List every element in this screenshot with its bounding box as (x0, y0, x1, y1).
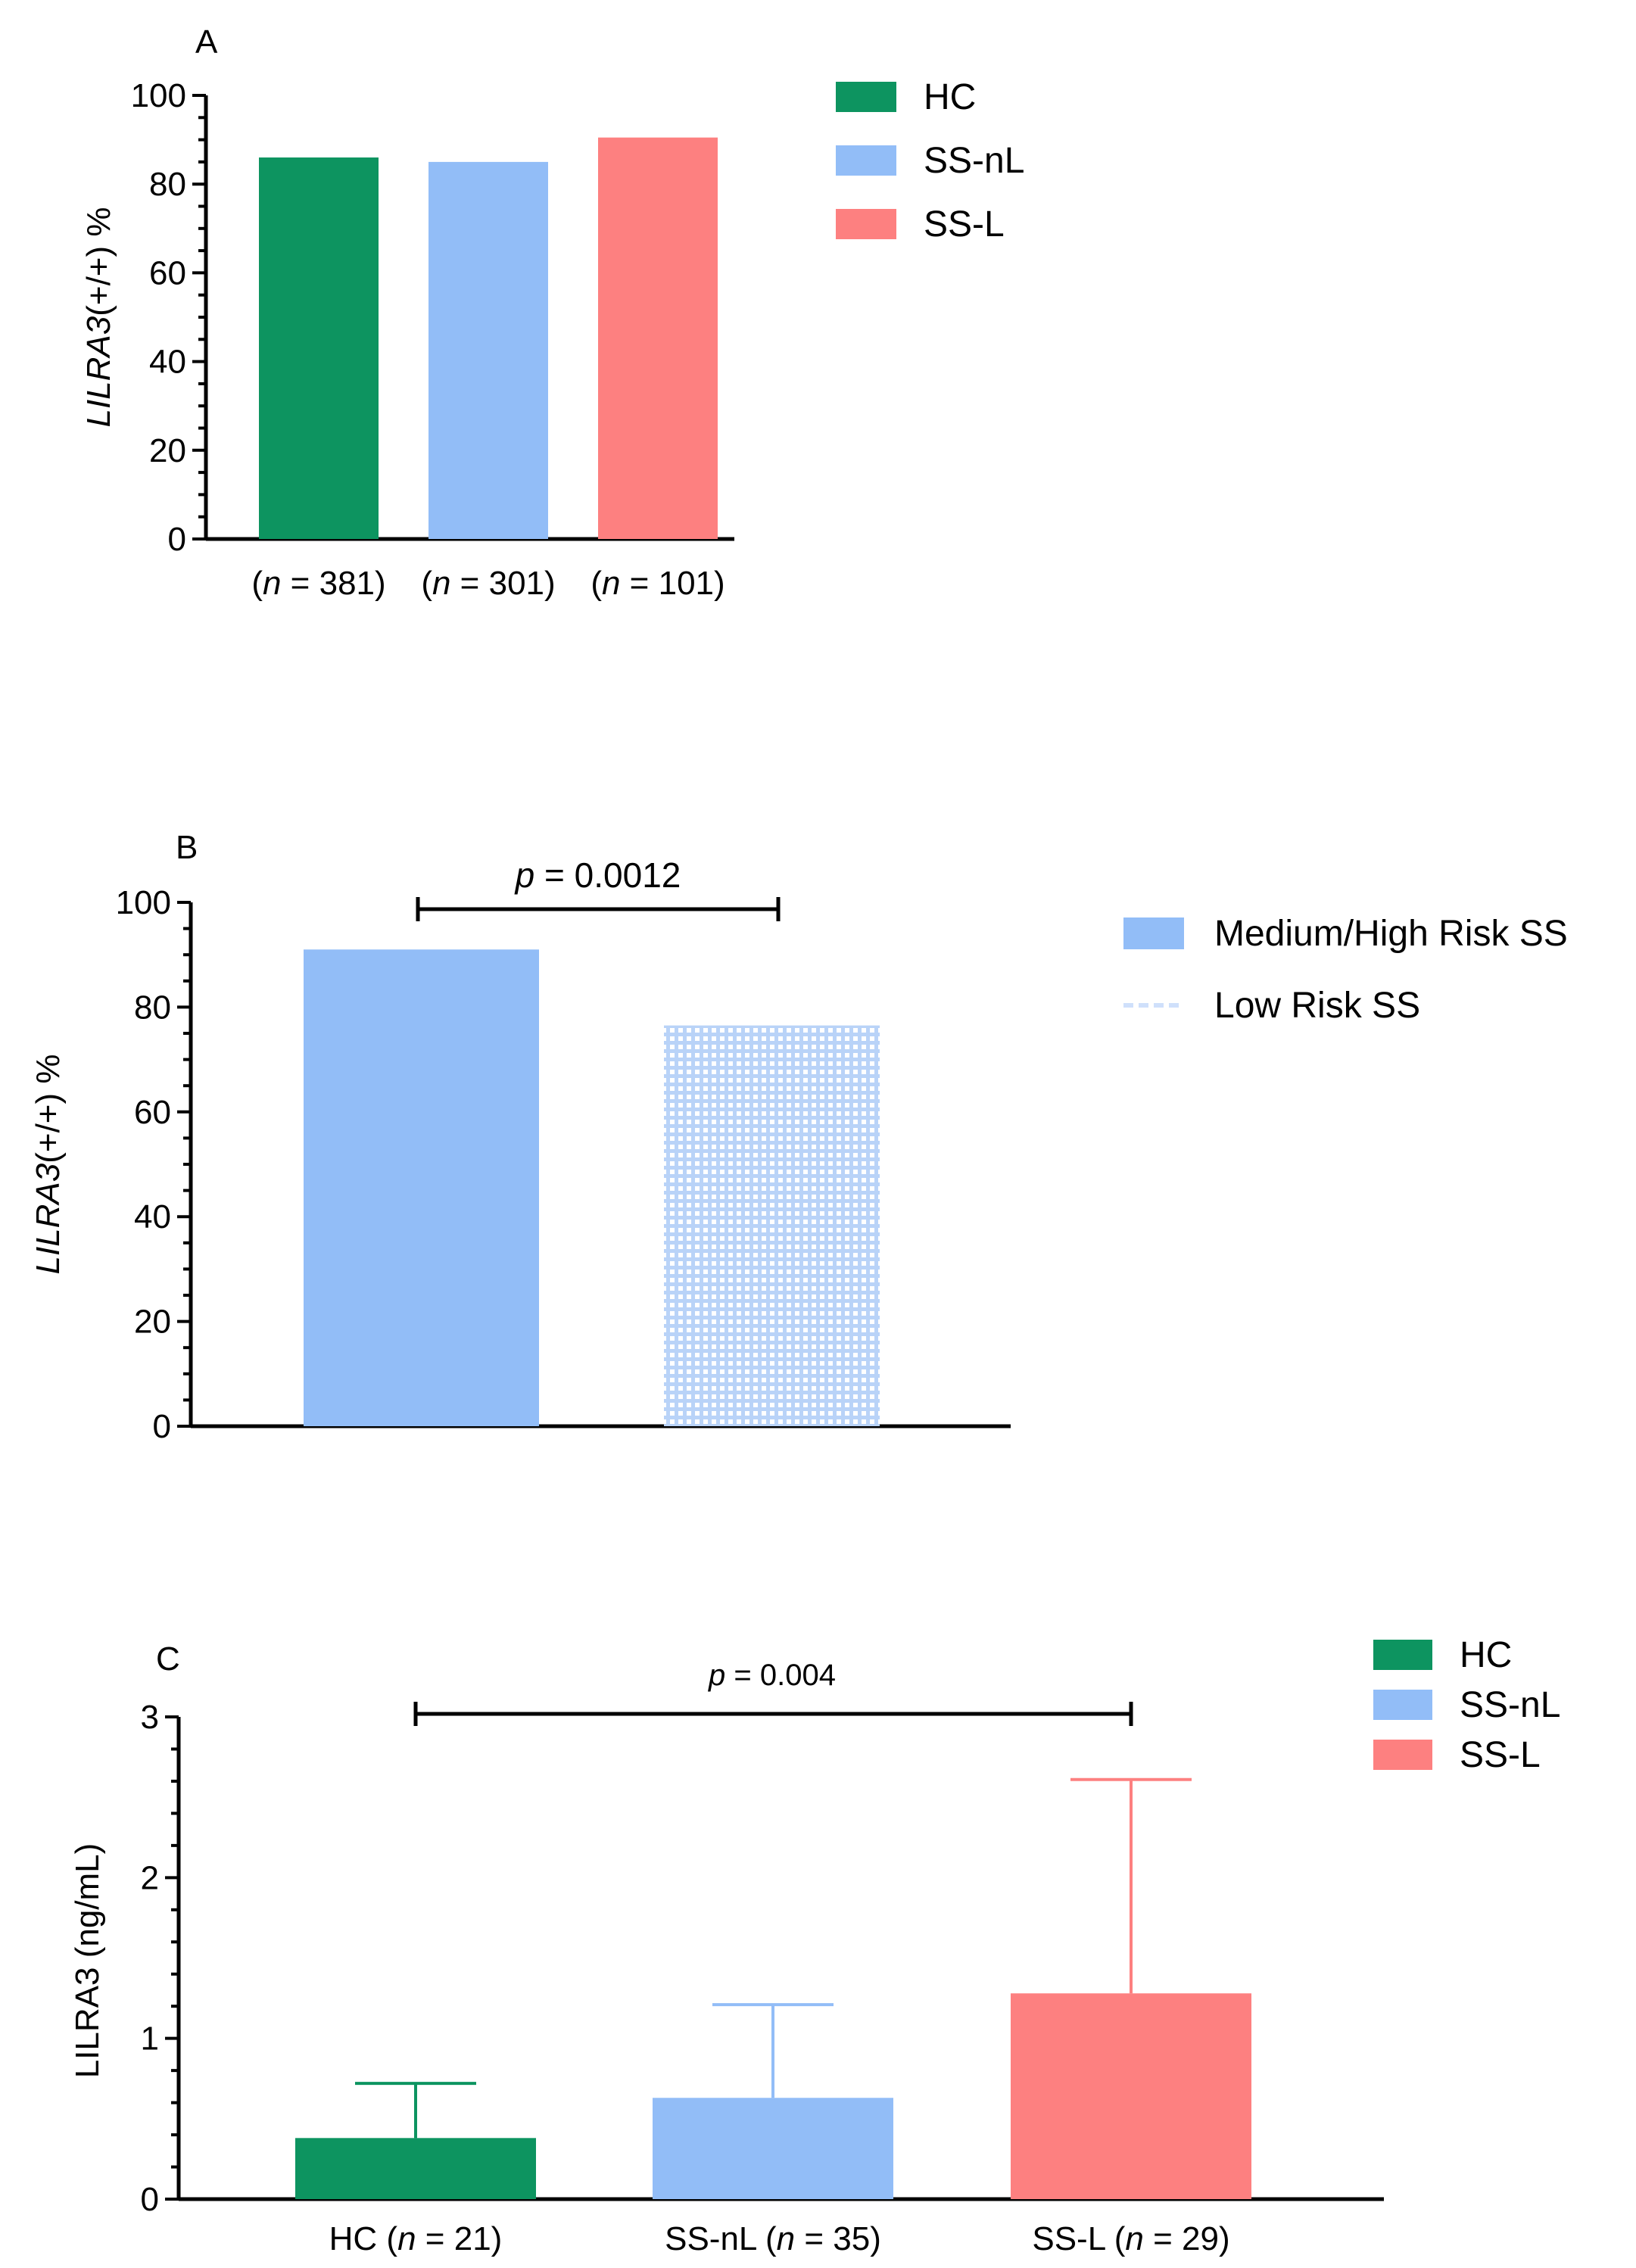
panel-b-chart: B 0 20 40 60 80 100 LILRA3(+/+) % p = 0.0012 Medi… (30, 829, 1568, 1445)
panel-b-legend-swatch-medium-high (1123, 917, 1184, 949)
panel-a-y-tick-label: 80 (149, 166, 186, 203)
panel-c-legend-swatch-ss-nl (1373, 1690, 1432, 1720)
panel-c-p-value: p = 0.004 (708, 1659, 836, 1692)
panel-b-bar-low-risk (664, 1025, 880, 1426)
panel-c-y-tick-label: 3 (141, 1699, 159, 1736)
panel-a-legend-swatch-hc (836, 82, 896, 112)
panel-a-x-tick-label: (n = 101) (591, 565, 725, 602)
panel-b-y-tick-label: 80 (134, 989, 171, 1026)
panel-b-letter: B (176, 829, 198, 866)
panel-b-y-tick-label: 60 (134, 1094, 171, 1131)
panel-b-y-tick-label: 20 (134, 1304, 171, 1341)
panel-c-letter: C (156, 1640, 180, 1678)
panel-b-y-tick-label: 40 (134, 1198, 171, 1235)
panel-a-y-axis-label: LILRA3(+/+) % (80, 207, 117, 427)
panel-c-x-tick-label: SS-L (n = 29) (1032, 2220, 1229, 2257)
panel-a-y-tick-label: 0 (168, 521, 186, 558)
panel-c-legend-label: HC (1460, 1635, 1512, 1675)
panel-c-legend-label: SS-nL (1460, 1685, 1560, 1725)
panel-a-legend-swatch-ss-l (836, 209, 896, 239)
panel-a-y-tick-label: 100 (131, 77, 186, 114)
panel-a-chart: A 0 20 40 60 80 100 LILRA3(+/+) % (n = 381) (n = … (80, 23, 1024, 602)
panel-c-x-tick-label: SS-nL (n = 35) (665, 2220, 881, 2257)
panel-b-y-axis-label: LILRA3(+/+) % (30, 1054, 67, 1274)
panel-a-legend-label: SS-nL (924, 141, 1024, 181)
panel-a-letter: A (195, 23, 218, 61)
panel-b-legend-label: Medium/High Risk SS (1214, 914, 1568, 954)
panel-a-y-tick-label: 60 (149, 254, 186, 291)
panel-a-legend-swatch-ss-nl (836, 145, 896, 176)
panel-c-bar-hc (295, 2138, 536, 2199)
panel-c-legend-swatch-hc (1373, 1640, 1432, 1670)
panel-b-p-value: p = 0.0012 (514, 855, 681, 895)
panel-c-bar-ss-nl (653, 2098, 893, 2199)
panel-a-y-tick-label: 40 (149, 344, 186, 381)
panel-a-bar-ss-nl (428, 161, 548, 539)
panel-b-y-tick-label: 100 (116, 884, 171, 921)
panel-c-y-tick-label: 1 (141, 2020, 159, 2058)
panel-a-x-tick-label: (n = 301) (421, 565, 555, 602)
panel-c-legend-swatch-ss-l (1373, 1740, 1432, 1770)
panel-a-bar-ss-l (598, 137, 718, 540)
panel-c-chart: C 0 1 2 3 LILRA3 (ng/mL) HC (n = 21) SS-nL (n =… (69, 1635, 1560, 2257)
panel-c-bar-ss-l (1011, 1993, 1251, 2199)
panel-b-legend-label: Low Risk SS (1214, 986, 1420, 1026)
panel-c-y-tick-label: 0 (141, 2181, 159, 2218)
panel-a-x-tick-label: (n = 381) (251, 565, 385, 602)
panel-b-y-tick-label: 0 (153, 1408, 171, 1445)
panel-c-x-tick-label: HC (n = 21) (329, 2220, 503, 2257)
panel-c-y-axis-label: LILRA3 (ng/mL) (69, 1843, 106, 2079)
panel-a-bar-hc (259, 157, 379, 540)
panel-c-y-tick-label: 2 (141, 1859, 159, 1896)
panel-a-legend-label: SS-L (924, 204, 1005, 245)
panel-a-legend-label: HC (924, 77, 976, 117)
panel-a-y-tick-label: 20 (149, 432, 186, 469)
panel-c-legend-label: SS-L (1460, 1735, 1541, 1775)
panel-b-bar-medium-high-risk (304, 949, 539, 1426)
